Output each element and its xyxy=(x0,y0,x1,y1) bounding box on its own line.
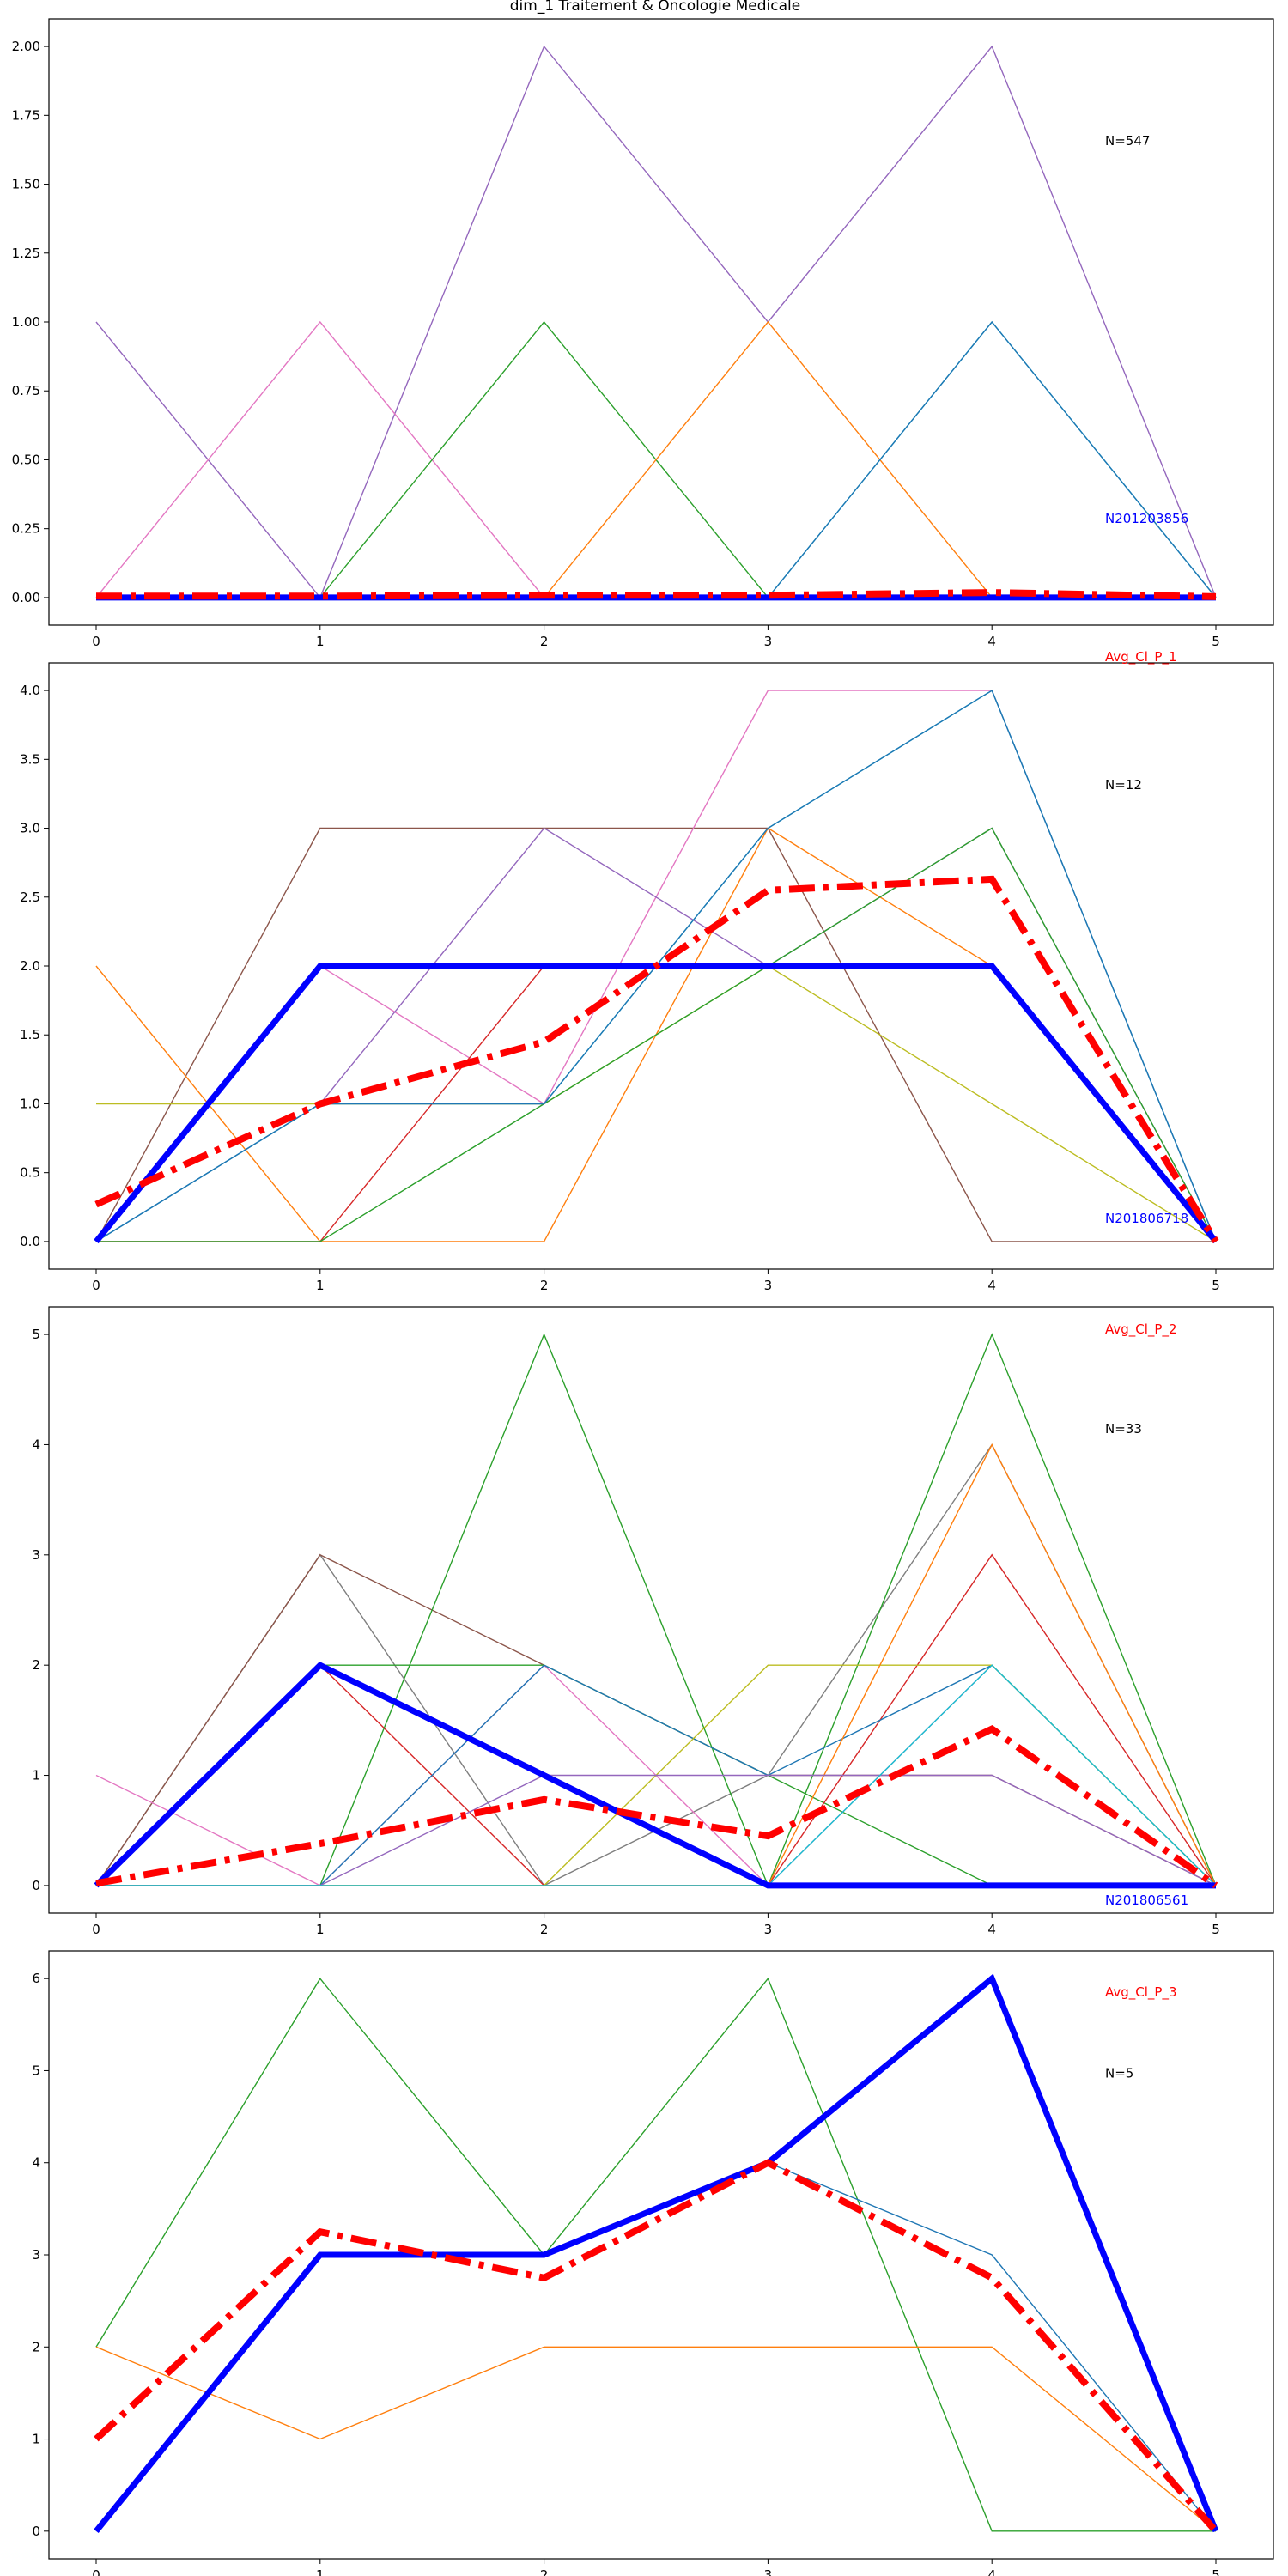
x-tick-label: 3 xyxy=(764,634,773,649)
series-line-1 xyxy=(95,827,1216,1242)
series-line-6 xyxy=(96,965,1217,1242)
y-tick-label: 0.50 xyxy=(12,452,40,467)
y-tick-label: 3.0 xyxy=(20,821,40,836)
y-tick-label: 4 xyxy=(32,1437,40,1452)
y-tick-label: 0.5 xyxy=(20,1165,40,1181)
x-tick-label: 4 xyxy=(987,2567,996,2576)
y-tick-label: 0.00 xyxy=(12,590,40,605)
series-line-4 xyxy=(96,320,1216,598)
representative-label: N201806718 xyxy=(1105,1211,1188,1226)
y-tick-label: 1 xyxy=(32,1768,40,1783)
chart-panel-4: 0 1 2 3 4 5 6 0 1 2 3 4 5 N=5 Avg_Cl_P_3 xyxy=(32,1950,1274,2576)
representative-label: N201806561 xyxy=(1105,1893,1188,1908)
representative-line xyxy=(94,1661,1216,1889)
y-tick-label: 1.00 xyxy=(12,314,40,330)
y-tick-label: 3 xyxy=(32,1547,40,1563)
average-label: Avg_Cl_P_3 xyxy=(1105,1984,1177,2001)
y-tick-label: 3 xyxy=(32,2247,40,2263)
x-tick-label: 2 xyxy=(540,1922,549,1937)
series-line-2 xyxy=(95,2346,1217,2532)
x-tick-label: 1 xyxy=(316,1922,325,1937)
representative-line xyxy=(94,1973,1219,2534)
x-tick-label: 3 xyxy=(764,1922,773,1937)
x-tick-label: 1 xyxy=(316,1278,325,1293)
y-tick-label: 1.25 xyxy=(12,246,40,261)
y-tick-label: 5 xyxy=(32,2063,40,2078)
y-tick-label: 1.75 xyxy=(12,107,40,123)
axes-frame xyxy=(48,1306,1274,1914)
series-line-1 xyxy=(95,45,1217,599)
y-tick-label: 4.0 xyxy=(20,683,40,698)
x-tick-label: 4 xyxy=(987,634,996,649)
average-line xyxy=(96,589,1217,600)
x-tick-label: 2 xyxy=(540,2567,549,2576)
x-tick-label: 1 xyxy=(316,2567,325,2576)
x-tick-label: 1 xyxy=(316,634,325,649)
figure-title: dim_1 Traitement & Oncologie Medicale xyxy=(510,0,800,15)
x-tick-label: 4 xyxy=(987,1922,996,1937)
y-tick-label: 2 xyxy=(32,2339,40,2354)
x-tick-label: 2 xyxy=(540,634,549,649)
chart-panel-3: 0 1 2 3 4 5 0 1 2 3 4 5 N=33 N201806561 Avg_Cl_P_2 xyxy=(32,1306,1274,1937)
series-line-11 xyxy=(96,1664,1217,1886)
y-tick-label: 0.0 xyxy=(20,1234,40,1249)
axes-frame xyxy=(48,18,1274,626)
y-tick-label: 3.5 xyxy=(20,751,40,767)
series-line-1 xyxy=(95,1977,1216,2532)
x-tick-label: 5 xyxy=(1212,634,1220,649)
series-line-8 xyxy=(96,827,1217,1242)
y-tick-label: 0 xyxy=(32,1878,40,1893)
y-tick-label: 1 xyxy=(32,2432,40,2447)
average-label: Avg_Cl_P_1 xyxy=(1105,649,1177,665)
x-tick-label: 0 xyxy=(92,1922,100,1937)
count-annotation: N=33 xyxy=(1105,1421,1142,1437)
x-tick-label: 5 xyxy=(1212,1922,1220,1937)
representative-label: N201203856 xyxy=(1105,511,1188,526)
y-tick-label: 2 xyxy=(32,1657,40,1673)
x-tick-label: 0 xyxy=(92,1278,100,1293)
y-tick-label: 0.25 xyxy=(12,521,40,537)
y-tick-label: 5 xyxy=(32,1327,40,1342)
x-tick-label: 4 xyxy=(987,1278,996,1293)
x-tick-label: 0 xyxy=(92,634,100,649)
y-tick-label: 1.5 xyxy=(20,1027,40,1042)
chart-panel-1: 0.00 0.25 0.50 0.75 1.00 1.25 1.50 1.75 2.00 0 1 2 3… xyxy=(12,18,1274,649)
chart-panel-2: 0.0 0.5 1.0 1.5 2.0 2.5 3.0 3.5 4.0 0 1 2 3 4 5 N=12 N20… xyxy=(20,649,1274,1293)
y-tick-label: 2.5 xyxy=(20,890,40,905)
axes-frame xyxy=(48,1950,1274,2560)
average-line xyxy=(94,875,1219,1244)
x-tick-label: 3 xyxy=(764,2567,773,2576)
average-line xyxy=(95,1724,1218,1889)
y-tick-label: 4 xyxy=(32,2155,40,2171)
y-tick-label: 2.00 xyxy=(12,39,40,54)
count-annotation: N=547 xyxy=(1105,133,1150,149)
count-annotation: N=12 xyxy=(1105,777,1142,793)
y-tick-label: 6 xyxy=(32,1971,40,1986)
average-line xyxy=(94,2159,1218,2534)
x-tick-label: 5 xyxy=(1212,2567,1220,2576)
x-tick-label: 5 xyxy=(1212,1278,1220,1293)
count-annotation: N=5 xyxy=(1105,2066,1133,2081)
y-tick-label: 0.75 xyxy=(12,383,40,398)
y-tick-label: 0 xyxy=(32,2524,40,2539)
y-tick-label: 2.0 xyxy=(20,958,40,974)
x-tick-label: 3 xyxy=(764,1278,773,1293)
x-tick-label: 2 xyxy=(540,1278,549,1293)
series-line-9 xyxy=(96,1443,1217,1886)
y-tick-label: 1.50 xyxy=(12,177,40,192)
y-tick-label: 1.0 xyxy=(20,1096,40,1111)
average-label: Avg_Cl_P_2 xyxy=(1105,1321,1177,1338)
x-tick-label: 0 xyxy=(92,2567,100,2576)
series-line-1 xyxy=(95,1443,1217,1886)
